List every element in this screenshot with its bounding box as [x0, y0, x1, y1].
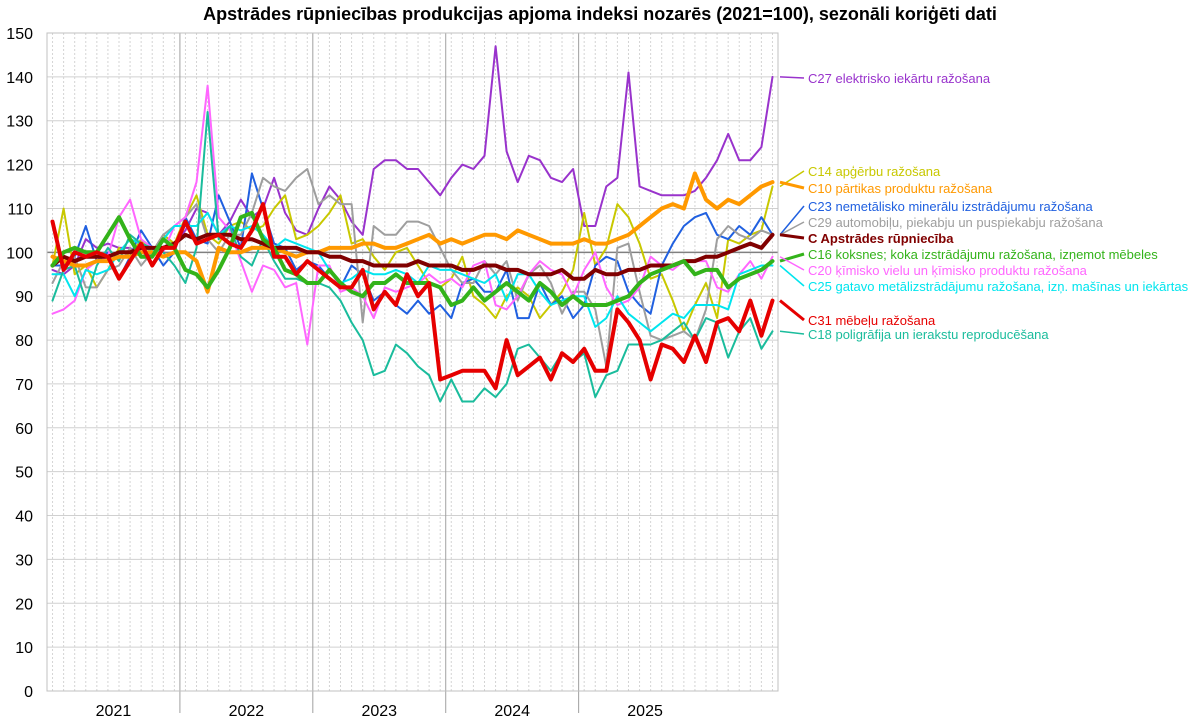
legend-leader-line [779, 76, 805, 79]
y-tick-label: 80 [15, 333, 33, 350]
y-tick-label: 60 [15, 421, 33, 438]
legend-label: C18 poligrāfija un ierakstu reproducēšan… [808, 327, 1049, 342]
x-tick-label: 2021 [96, 703, 132, 720]
y-tick-label: 20 [15, 596, 33, 613]
plot-frame [46, 32, 779, 692]
legend-label: C23 nemetālisko minerālu izstrādājumu ra… [808, 199, 1093, 214]
y-tick-label: 120 [6, 158, 33, 175]
grid-lines [47, 32, 778, 713]
series-lines [50, 45, 775, 403]
y-tick-label: 100 [6, 245, 33, 262]
series-line [50, 171, 775, 294]
legend-leader-line [779, 299, 805, 322]
legend-leader-line [779, 256, 805, 271]
series-line [51, 111, 774, 403]
legend-label: C14 apģērbu ražošana [808, 164, 941, 179]
legend-leader-line [779, 180, 805, 190]
legend-leader-line [779, 264, 805, 287]
x-tick-label: 2024 [494, 703, 530, 720]
legend-label: C Apstrādes rūpniecība [808, 231, 954, 246]
y-tick-label: 70 [15, 377, 33, 394]
legend-label: C10 pārtikas produktu ražošana [808, 181, 993, 196]
y-tick-label: 110 [7, 201, 33, 218]
series-line [50, 202, 775, 391]
legend-label: C27 elektrisko iekārtu ražošana [808, 71, 991, 86]
y-tick-label: 10 [15, 640, 33, 657]
legend-label: C25 gatavo metālizstrādājumu ražošana, i… [808, 279, 1189, 294]
y-tick-label: 30 [15, 552, 33, 569]
chart-title: Apstrādes rūpniecības produkcijas apjoma… [203, 4, 997, 24]
y-tick-label: 140 [6, 70, 33, 87]
legend-leader-line [779, 205, 805, 236]
y-tick-label: 0 [24, 684, 33, 701]
x-tick-label: 2023 [361, 703, 397, 720]
y-tick-label: 150 [6, 26, 33, 43]
legend-leader-line [779, 233, 805, 240]
legend-label: C20 ķīmisko vielu un ķīmisko produktu ra… [808, 263, 1088, 278]
axes: 0 10 20 30 40 50 60 70 80 90 100 110 120 130 140 150 202… [6, 26, 779, 720]
y-tick-label: 50 [15, 465, 33, 482]
legend-leader-line [779, 330, 805, 335]
x-tick-label: 2025 [627, 703, 663, 720]
y-tick-label: 90 [15, 289, 33, 306]
legend-leader-line [779, 221, 805, 236]
series-line [51, 185, 774, 333]
series-line [51, 211, 774, 333]
legend-label: C29 automobiļu, piekabju un puspiekabju … [808, 215, 1104, 230]
legend-label: C16 koksnes; koka izstrādājumu ražošana,… [808, 247, 1158, 262]
legend-label: C31 mēbeļu ražošana [808, 313, 936, 328]
y-tick-label: 40 [15, 509, 33, 526]
legend: C27 elektrisko iekārtu ražošana C14 apģēr… [779, 71, 1189, 342]
x-tick-label: 2022 [229, 703, 265, 720]
legend-leader-line [779, 252, 805, 263]
y-tick-label: 130 [6, 114, 33, 131]
